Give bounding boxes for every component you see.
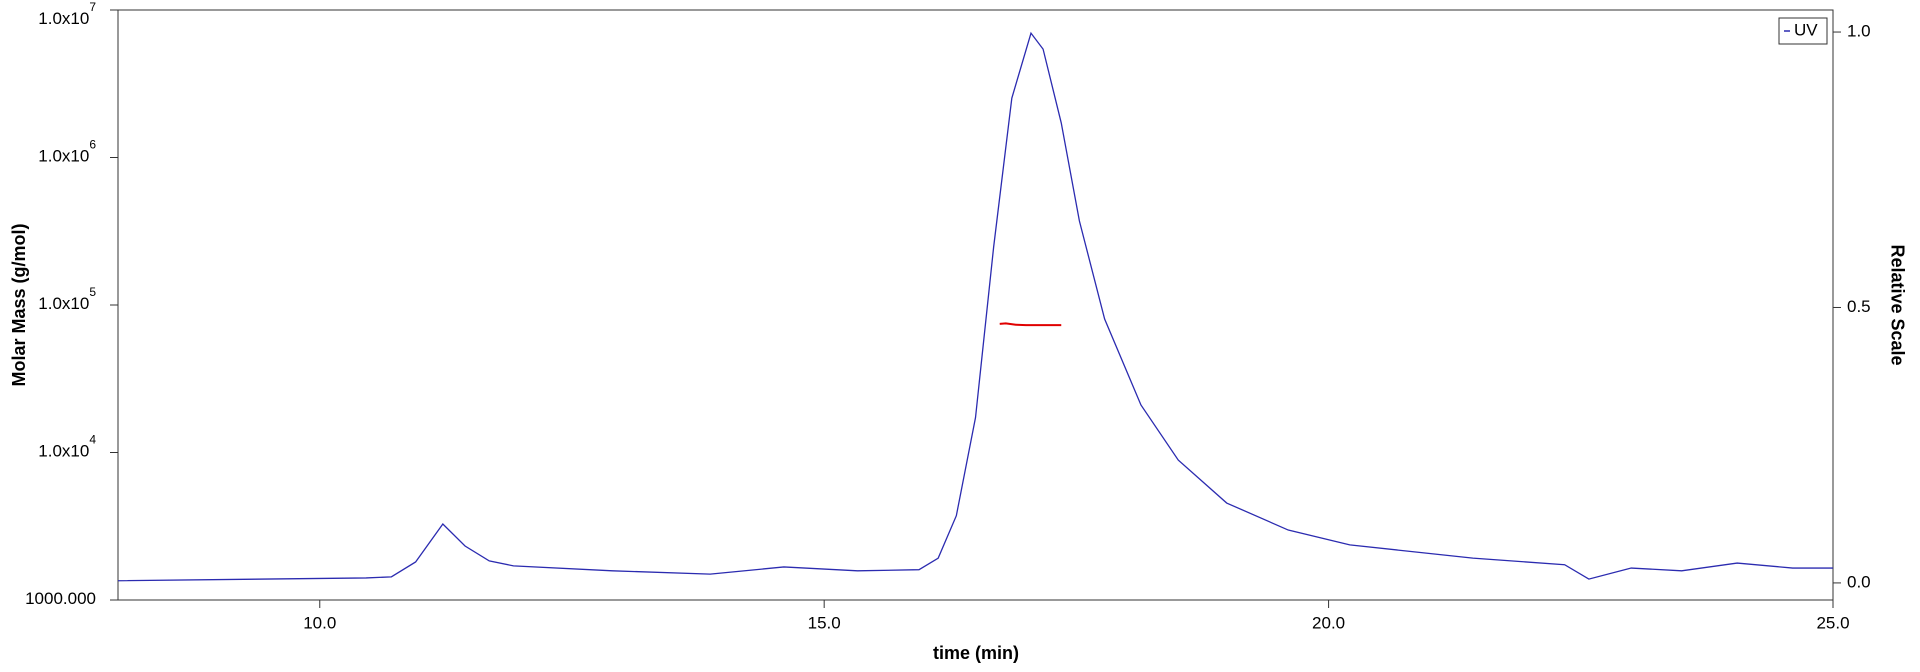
y-tick-exponent: 6 xyxy=(89,138,96,152)
y-tick-label-text: 1.0x10 xyxy=(38,147,89,166)
y-axis-title: Molar Mass (g/mol) xyxy=(9,223,29,386)
plot-frame xyxy=(117,9,1834,601)
y-tick-label-text: 1.0x10 xyxy=(38,442,89,461)
y-tick-exponent: 4 xyxy=(89,433,96,447)
y-tick-exponent: 5 xyxy=(89,285,96,299)
y-tick-label: 1000.000 xyxy=(25,589,96,608)
x-axis-title: time (min) xyxy=(933,643,1019,663)
y2-tick-label: 1.0 xyxy=(1847,22,1871,41)
series-line xyxy=(117,31,1833,582)
x-tick-label: 15.0 xyxy=(808,613,841,632)
y2-axis-title: Relative Scale xyxy=(1887,244,1907,365)
y-tick-label: 1.0x105 xyxy=(38,285,96,313)
y-tick-label: 1.0x106 xyxy=(38,138,96,166)
x-tick-label: 10.0 xyxy=(303,613,336,632)
y-tick-label-text: 1000.000 xyxy=(25,589,96,608)
x-tick-label: 20.0 xyxy=(1312,613,1345,632)
x-tick-label: 25.0 xyxy=(1816,613,1849,632)
y2-tick-label: 0.5 xyxy=(1847,297,1871,316)
y-tick-exponent: 7 xyxy=(89,0,96,14)
series-line xyxy=(999,322,1062,327)
y-tick-label: 1.0x107 xyxy=(38,0,96,28)
y-tick-label-text: 1.0x10 xyxy=(38,294,89,313)
y2-tick-label: 0.0 xyxy=(1847,572,1871,591)
y-tick-label-text: 1.0x10 xyxy=(38,9,89,28)
legend-label: UV xyxy=(1794,20,1818,39)
y-tick-label: 1.0x104 xyxy=(38,433,96,461)
